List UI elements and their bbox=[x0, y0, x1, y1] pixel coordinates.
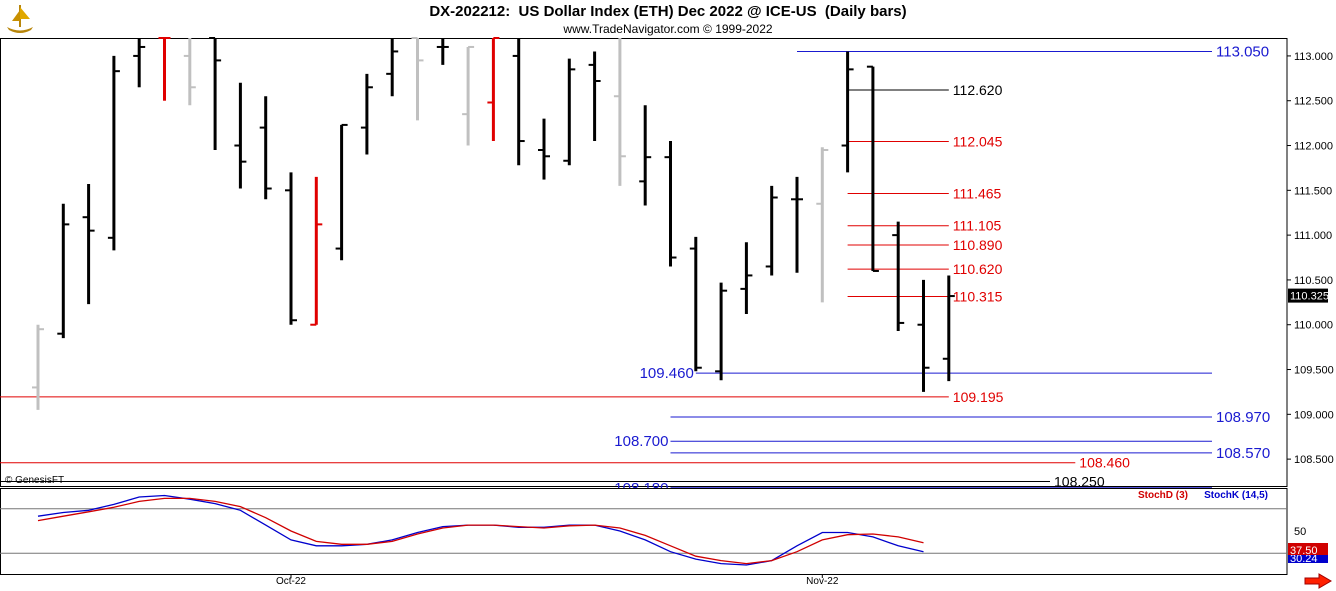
level-label: 108.570 bbox=[1216, 445, 1270, 462]
last-price-box bbox=[1288, 288, 1328, 303]
trade-navigator-logo-icon bbox=[7, 5, 33, 33]
stochd-line bbox=[37, 497, 924, 565]
price-tick-label: 112.000 bbox=[1294, 141, 1333, 153]
stochk-last-label: 30.24 bbox=[1290, 553, 1318, 565]
price-tick-label: 109.000 bbox=[1294, 409, 1334, 421]
chart-title: DX-202212: US Dollar Index (ETH) Dec 202… bbox=[429, 3, 907, 20]
price-tick-label: 110.500 bbox=[1294, 275, 1333, 287]
level-label: 111.105 bbox=[953, 218, 1002, 234]
price-tick-label: 113.000 bbox=[1294, 51, 1333, 63]
chart-subtitle: www.TradeNavigator.com © 1999-2022 bbox=[563, 22, 773, 36]
last-price-label: 110.325 bbox=[1290, 291, 1329, 303]
stochd-last-label: 37.50 bbox=[1290, 545, 1318, 557]
price-tick-label: 110.000 bbox=[1294, 320, 1333, 332]
level-label: 111.465 bbox=[953, 185, 1002, 201]
level-label: 108.970 bbox=[1216, 409, 1270, 426]
level-label: 108.250 bbox=[1054, 474, 1105, 490]
right-arrow-icon[interactable] bbox=[1304, 573, 1332, 589]
price-bars bbox=[32, 37, 955, 410]
level-label: 113.050 bbox=[1216, 43, 1269, 60]
price-tick-label: 109.500 bbox=[1294, 365, 1334, 377]
stochastic-panel-border bbox=[0, 488, 1288, 575]
price-tick-label: 112.500 bbox=[1294, 96, 1333, 108]
level-label: 112.045 bbox=[953, 133, 1003, 149]
stochk-legend: StochK (14,5) bbox=[1204, 490, 1268, 501]
stochd-last-box bbox=[1288, 543, 1328, 555]
price-tick-label: 108.500 bbox=[1294, 454, 1334, 466]
stochd-legend: StochD (3) bbox=[1138, 490, 1188, 501]
level-label: 108.460 bbox=[1079, 455, 1130, 471]
level-label: 108.700 bbox=[614, 433, 668, 450]
chart-header: DX-202212: US Dollar Index (ETH) Dec 202… bbox=[0, 0, 1336, 38]
level-label: 109.195 bbox=[953, 389, 1004, 405]
watermark-label: © GenesisFT bbox=[5, 475, 64, 486]
level-label: 110.620 bbox=[953, 261, 1003, 277]
level-label: 112.620 bbox=[953, 82, 1003, 98]
price-axis: 113.000 112.500 112.000 111.500 111.000 110.5… bbox=[1287, 51, 1334, 466]
date-tick-label: Nov-22 bbox=[806, 576, 839, 587]
level-label: 110.315 bbox=[953, 288, 1003, 304]
date-tick-label: Oct-22 bbox=[276, 576, 306, 587]
stochastic-tick-label: 50 bbox=[1294, 526, 1306, 538]
level-label: 109.460 bbox=[640, 365, 694, 382]
price-tick-label: 111.500 bbox=[1294, 185, 1332, 197]
date-axis: Oct-22 Nov-22 bbox=[276, 574, 839, 587]
level-label: 110.890 bbox=[953, 237, 1003, 253]
price-tick-label: 111.000 bbox=[1294, 230, 1332, 242]
